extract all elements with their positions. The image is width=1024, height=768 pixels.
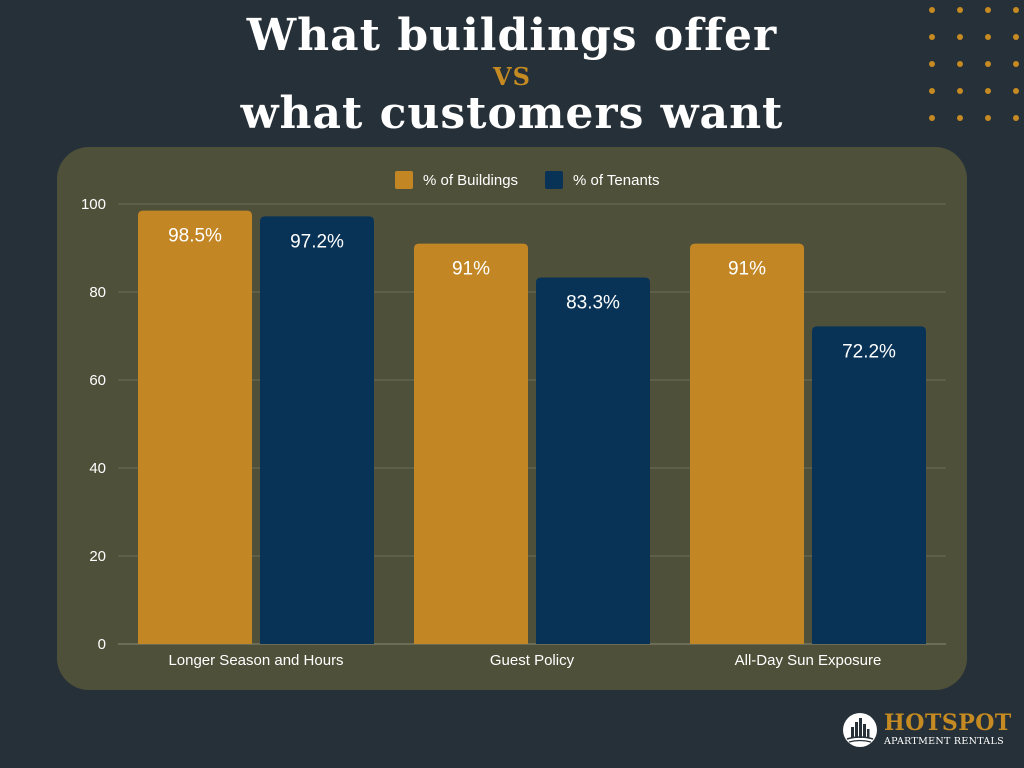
chart-panel: 0 20 40 60 80 100 98.5% 97.2% 91% 83.3% 91% 72.2% … xyxy=(57,147,967,690)
bar-value-label: 83.3% xyxy=(566,292,620,313)
y-tick-label: 40 xyxy=(89,460,106,477)
bar-tenants xyxy=(260,216,374,644)
bar-buildings xyxy=(138,210,252,644)
decorative-dot xyxy=(1013,7,1019,13)
decorative-dot xyxy=(929,34,935,40)
legend-swatch xyxy=(395,171,413,189)
decorative-dot xyxy=(957,115,963,121)
title-line-1: What buildings offer xyxy=(246,10,778,61)
decorative-dot xyxy=(985,115,991,121)
decorative-dot xyxy=(985,88,991,94)
decorative-dot xyxy=(929,7,935,13)
decorative-dot xyxy=(929,115,935,121)
y-tick-label: 0 xyxy=(98,636,106,653)
title-vs: VS xyxy=(493,62,531,91)
bar-value-label: 72.2% xyxy=(842,341,896,362)
decorative-dot xyxy=(1013,34,1019,40)
y-tick-label: 100 xyxy=(81,196,106,213)
x-category-label: All-Day Sun Exposure xyxy=(735,652,882,669)
decorative-dot xyxy=(985,61,991,67)
bar-value-labels: 98.5% 97.2% 91% 83.3% 91% 72.2% xyxy=(168,226,896,363)
y-axis-ticks: 0 20 40 60 80 100 xyxy=(81,196,106,653)
bar-value-label: 91% xyxy=(728,259,766,280)
decorative-dot-grid xyxy=(929,7,1019,121)
bar-value-label: 91% xyxy=(452,259,490,280)
decorative-dot xyxy=(985,7,991,13)
decorative-dot xyxy=(1013,88,1019,94)
gridlines xyxy=(118,203,946,645)
bar-buildings xyxy=(414,243,528,644)
x-category-label: Guest Policy xyxy=(490,652,575,669)
legend-label: % of Buildings xyxy=(423,172,518,189)
bars xyxy=(138,210,926,644)
title-line-2: what customers want xyxy=(240,88,784,139)
logo-name: HOTSPOT xyxy=(884,710,1012,736)
decorative-dot xyxy=(1013,115,1019,121)
bar-value-label: 98.5% xyxy=(168,226,222,247)
decorative-dot xyxy=(929,88,935,94)
decorative-dot xyxy=(1013,61,1019,67)
decorative-dot xyxy=(957,7,963,13)
decorative-dot xyxy=(957,34,963,40)
bar-tenants xyxy=(536,277,650,644)
y-tick-label: 80 xyxy=(89,284,106,301)
x-category-label: Longer Season and Hours xyxy=(168,652,343,669)
decorative-dot xyxy=(985,34,991,40)
hotspot-logo: HOTSPOT APARTMENT RENTALS xyxy=(842,710,1012,752)
logo-subtitle: APARTMENT RENTALS xyxy=(884,736,1004,747)
city-skyline-icon xyxy=(843,713,877,747)
bar-buildings xyxy=(690,243,804,644)
bar-tenants xyxy=(812,326,926,644)
decorative-dot xyxy=(929,61,935,67)
legend-swatch xyxy=(545,171,563,189)
y-tick-label: 20 xyxy=(89,548,106,565)
y-tick-label: 60 xyxy=(89,372,106,389)
x-axis-categories: Longer Season and Hours Guest Policy All-D… xyxy=(168,652,881,669)
decorative-dot xyxy=(957,88,963,94)
legend-label: % of Tenants xyxy=(573,172,659,189)
decorative-dot xyxy=(957,61,963,67)
legend: % of Buildings % of Tenants xyxy=(395,171,659,189)
bar-value-label: 97.2% xyxy=(290,231,344,252)
